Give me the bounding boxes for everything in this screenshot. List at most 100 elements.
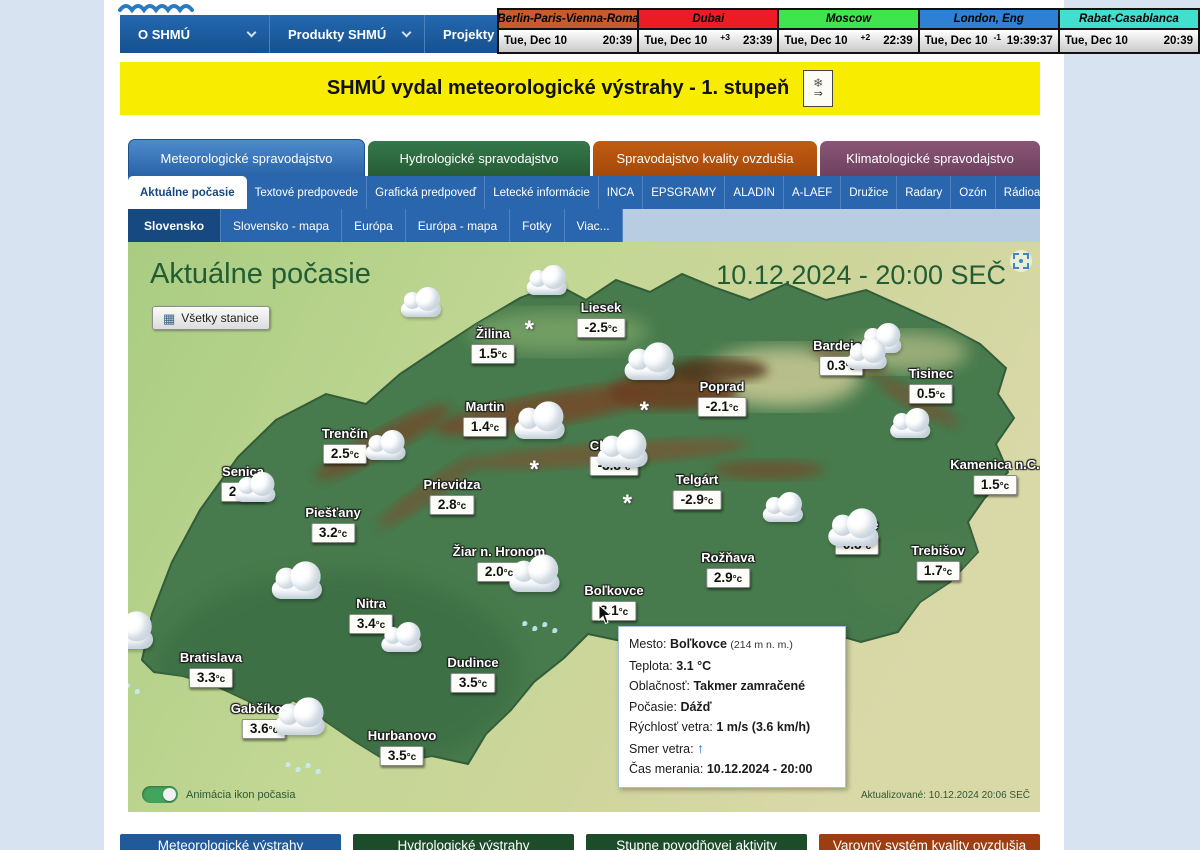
grid-icon: ▦: [163, 310, 176, 326]
tab-druzice[interactable]: Družice: [841, 176, 898, 209]
nav-item-o-shmu[interactable]: O SHMÚ: [120, 15, 270, 53]
station-temp: 1.5°c: [972, 475, 1018, 495]
station-temp: 0.5°c: [908, 384, 954, 404]
chevron-down-icon: [246, 27, 257, 38]
tab-slovensko[interactable]: Slovensko: [128, 209, 222, 242]
station-liesek[interactable]: Liesek -2.5°c: [526, 265, 626, 338]
station-detail-tooltip: Mesto: Boľkovce (214 m n. m.) Teplota: 3…: [618, 626, 846, 788]
station-tisinec[interactable]: Tisinec 0.5°c: [846, 339, 954, 404]
tab-aktualne-pocasie[interactable]: Aktuálne počasie: [128, 176, 247, 209]
station-name: Žiar n. Hronom: [452, 544, 546, 559]
station-telgart[interactable]: Telgárt -2.9°c: [597, 429, 722, 510]
snowflake-icon: [640, 397, 649, 425]
cloud-icon: [526, 265, 567, 295]
station-bratislava[interactable]: Bratislava 3.3°c: [128, 611, 243, 688]
station-martin[interactable]: Martin 1.4°c: [462, 399, 508, 437]
tab-a-laef[interactable]: A-LAEF: [784, 176, 842, 209]
station-nitra[interactable]: Nitra 3.4°c: [271, 561, 394, 634]
fullscreen-icon[interactable]: [1010, 250, 1032, 272]
snowflake-icon: [525, 316, 534, 344]
station-ziar[interactable]: Žiar n. Hronom 2.0°c: [453, 544, 545, 582]
chevron-down-icon: [401, 27, 412, 38]
station-bolkovce[interactable]: Boľkovce 3.1°c: [509, 554, 644, 626]
tab-radary[interactable]: Radary: [897, 176, 952, 209]
clock-london: London, Eng Tue, Dec 10 -1 19:39:37: [919, 10, 1060, 52]
station-trebisov[interactable]: Trebišov 1.7°c: [828, 508, 965, 581]
cloud-icon: [624, 342, 675, 380]
tab-europa-mapa[interactable]: Európa - mapa: [405, 209, 511, 242]
world-clocks-widget: Berlin-Paris-Vienna-Roma Tue, Dec 10 20:3…: [497, 8, 1200, 54]
tab-europa[interactable]: Európa: [342, 209, 406, 242]
warning-snow-wind-icon[interactable]: ❄ ⇒: [803, 70, 834, 107]
footer-button-bar: Meteorologické výstrahy Hydrologické výs…: [120, 834, 1040, 850]
animation-toggle[interactable]: [142, 786, 178, 803]
station-temp: 2.8°c: [429, 495, 475, 515]
tab-inca[interactable]: INCA: [599, 176, 644, 209]
tab-spravodajstvo-kvality-ovzdusia[interactable]: Spravodajstvo kvality ovzdušia: [593, 141, 817, 176]
station-kamenica[interactable]: Kamenica n.C. 1.5°c: [890, 408, 1040, 495]
button-meteorologicke-vystrahy[interactable]: Meteorologické výstrahy: [120, 834, 341, 850]
tab-fotky[interactable]: Fotky: [510, 209, 565, 242]
station-dudince[interactable]: Dudince 3.5°c: [381, 622, 499, 693]
nav-item-produkty-shmu[interactable]: Produkty SHMÚ: [270, 15, 425, 53]
station-name: Liesek: [580, 300, 622, 315]
wind-direction-arrow-icon: ↑: [697, 739, 705, 756]
tab-klimatologicke-spravodajstvo[interactable]: Klimatologické spravodajstvo: [820, 141, 1040, 176]
station-hurbanovo[interactable]: Hurbanovo 3.5°c: [274, 697, 436, 767]
clock-berlin: Berlin-Paris-Vienna-Roma Tue, Dec 10 20:3…: [499, 10, 640, 52]
clock-rabat: Rabat-Casablanca Tue, Dec 10 20:39: [1059, 10, 1199, 52]
station-temp: 1.5°c: [470, 344, 516, 364]
station-temp: 3.5°c: [379, 746, 425, 766]
clock-city-label: Rabat-Casablanca: [1059, 10, 1199, 30]
station-temp: 3.5°c: [450, 673, 496, 693]
station-temp: 3.2°c: [310, 523, 356, 543]
tab-slovensko-mapa[interactable]: Slovensko - mapa: [221, 209, 343, 242]
main-tab-bar: Meteorologické spravodajstvo Hydrologick…: [128, 139, 1040, 176]
animation-toggle-label: Animácia ikon počasia: [186, 788, 296, 801]
station-temp: 3.4°c: [348, 614, 394, 634]
station-prievidza[interactable]: Prievidza 2.8°c: [365, 430, 481, 515]
station-name: Dudince: [447, 655, 499, 670]
cloud-icon: [271, 561, 322, 599]
station-name: Rožňava: [701, 550, 755, 565]
station-temp: -2.9°c: [672, 490, 722, 510]
station-temp: 1.4°c: [462, 417, 508, 437]
weather-alert-banner[interactable]: SHMÚ vydal meteorologické výstrahy - 1. …: [120, 62, 1040, 115]
cloud-icon: [400, 287, 441, 317]
tab-viac[interactable]: Viac...: [564, 209, 623, 242]
station-zilina[interactable]: Žilina 1.5°c: [400, 287, 516, 364]
button-varovny-system-kvality-ovzdusia[interactable]: Varovný systém kvality ovzdušia: [819, 834, 1040, 850]
tab-textove-predpovede[interactable]: Textové predpovede: [247, 176, 368, 209]
mouse-cursor-icon: [598, 604, 612, 625]
station-name: Martin: [465, 399, 505, 414]
tab-aladin[interactable]: ALADIN: [725, 176, 784, 209]
nav-label: O SHMÚ: [138, 26, 190, 42]
shmu-logo-waves-icon: [118, 0, 208, 14]
tab-graficka-predpoved[interactable]: Grafická predpoveď: [367, 176, 486, 209]
station-trencin[interactable]: Trenčín 2.5°c: [322, 426, 368, 464]
station-name: Boľkovce: [584, 583, 644, 598]
button-hydrologicke-vystrahy[interactable]: Hydrologické výstrahy: [353, 834, 574, 850]
tab-ozon[interactable]: Ozón: [951, 176, 996, 209]
cloud-icon: [509, 554, 560, 592]
cloud-icon: [890, 408, 931, 438]
clock-date: Tue, Dec 10: [504, 35, 568, 47]
station-roznava[interactable]: Rožňava 2.9°c: [701, 550, 755, 588]
weather-map[interactable]: Aktuálne počasie 10.12.2024 - 20:00 SEČ …: [128, 242, 1040, 812]
all-stations-button[interactable]: ▦ Všetky stanice: [152, 306, 270, 330]
station-poprad[interactable]: Poprad -2.1°c: [624, 342, 747, 417]
clock-city-label: Berlin-Paris-Vienna-Roma: [499, 10, 638, 30]
station-piestany[interactable]: Piešťany 3.2°c: [235, 472, 361, 543]
tab-hydrologicke-spravodajstvo[interactable]: Hydrologické spravodajstvo: [368, 141, 590, 176]
station-name: Bratislava: [179, 650, 243, 665]
tab-meteorologicke-spravodajstvo[interactable]: Meteorologické spravodajstvo: [128, 139, 365, 176]
tab-radioaktivita[interactable]: Rádioaktivita: [996, 176, 1040, 209]
station-temp: 1.7°c: [915, 561, 961, 581]
tab-epsgramy[interactable]: EPSGRAMY: [643, 176, 726, 209]
clock-time: 23:39: [742, 35, 773, 47]
tab-letecke-informacie[interactable]: Letecké informácie: [485, 176, 599, 209]
station-name: Nitra: [356, 596, 386, 611]
clock-time: 20:39: [602, 35, 633, 47]
button-stupne-povodnovej-aktivity[interactable]: Stupne povodňovej aktivity: [586, 834, 807, 850]
all-stations-label: Všetky stanice: [181, 311, 259, 325]
